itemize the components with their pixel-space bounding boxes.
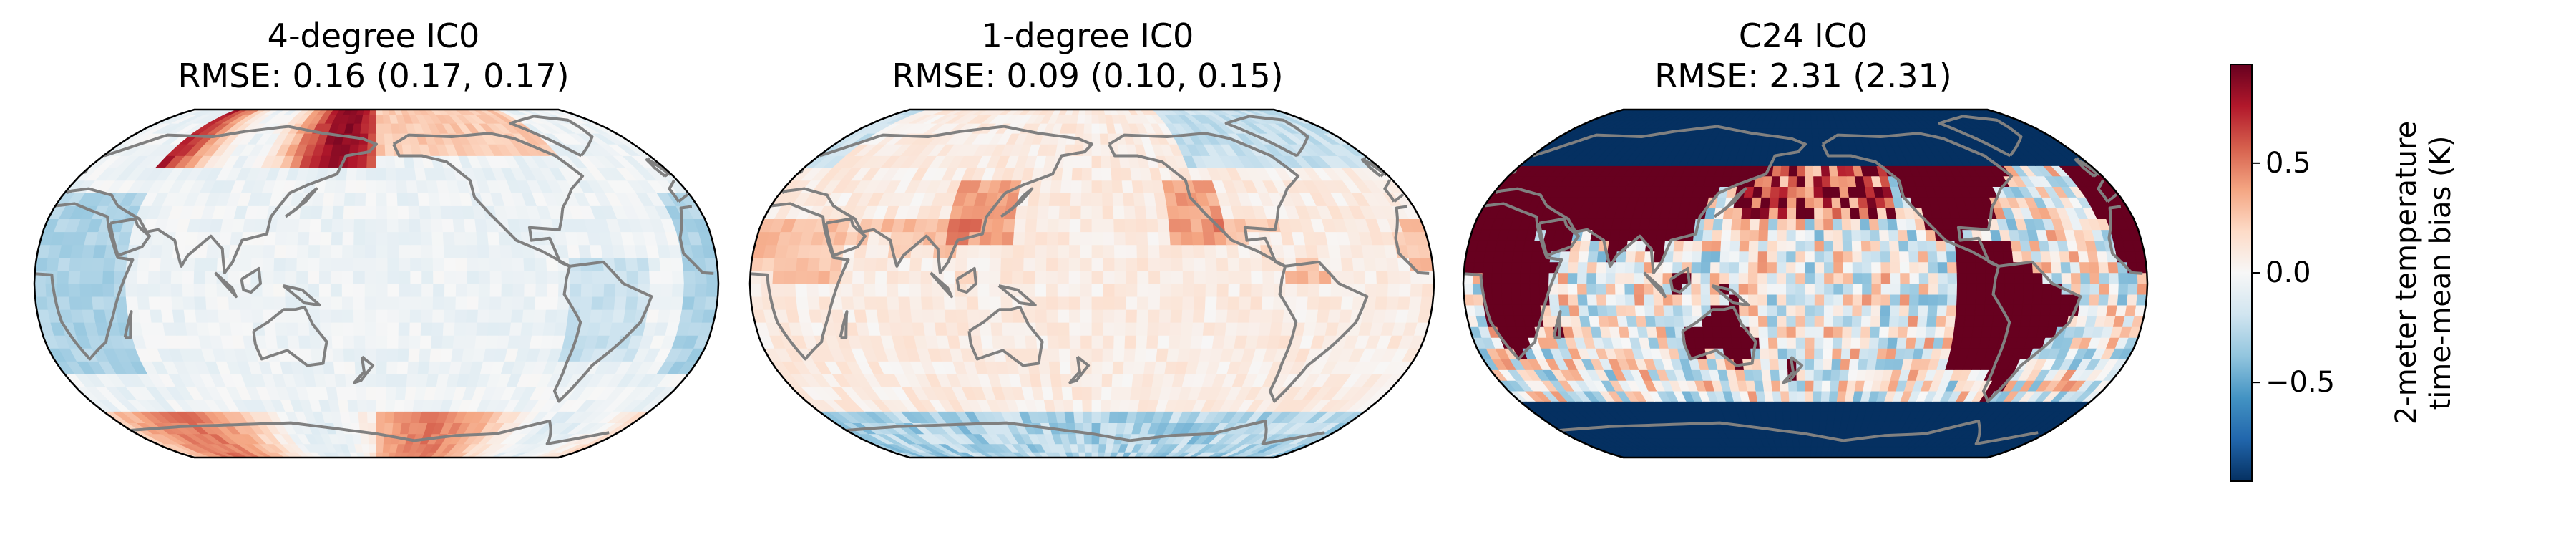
panel-2-rmse: RMSE: 0.09 (0.10, 0.15) [892,57,1284,95]
panel-title-1: 4-degree IC0 RMSE: 0.16 (0.17, 0.17) [16,16,731,96]
map-panel-1 [33,108,720,459]
colorbar-tick-label: 0.5 [2265,146,2311,180]
map-panel-3 [1462,108,2149,459]
panel-1-rmse: RMSE: 0.16 (0.17, 0.17) [177,57,570,95]
bias-field-2 [750,110,1434,458]
colorbar-label-line1: 2-meter temperature [2390,120,2423,425]
coastlines-1 [35,115,714,445]
colorbar-gradient [2230,64,2253,482]
panel-2-title: 1-degree IC0 [981,16,1194,55]
coastlines-2 [751,115,1430,445]
panel-3-rmse: RMSE: 2.31 (2.31) [1654,57,1952,95]
panel-title-2: 1-degree IC0 RMSE: 0.09 (0.10, 0.15) [730,16,1445,96]
panel-3-title: C24 IC0 [1738,16,1868,55]
panel-1-title: 4-degree IC0 [267,16,480,55]
colorbar-tick-label: 0.0 [2265,256,2311,289]
map-boundary-3 [1462,108,2149,459]
colorbar [2230,64,2260,482]
bias-field-1 [34,110,718,458]
colorbar-tick-label: −0.5 [2265,366,2336,400]
panel-title-3: C24 IC0 RMSE: 2.31 (2.31) [1445,16,2161,96]
colorbar-label-line2: time-mean bias (K) [2424,135,2457,410]
coastlines-3 [1464,115,2143,445]
map-panel-2 [748,108,1435,459]
map-boundary-2 [748,108,1435,459]
bias-field-3 [1463,110,2147,458]
map-boundary-1 [33,108,720,459]
colorbar-label: 2-meter temperature time-mean bias (K) [2389,58,2458,488]
